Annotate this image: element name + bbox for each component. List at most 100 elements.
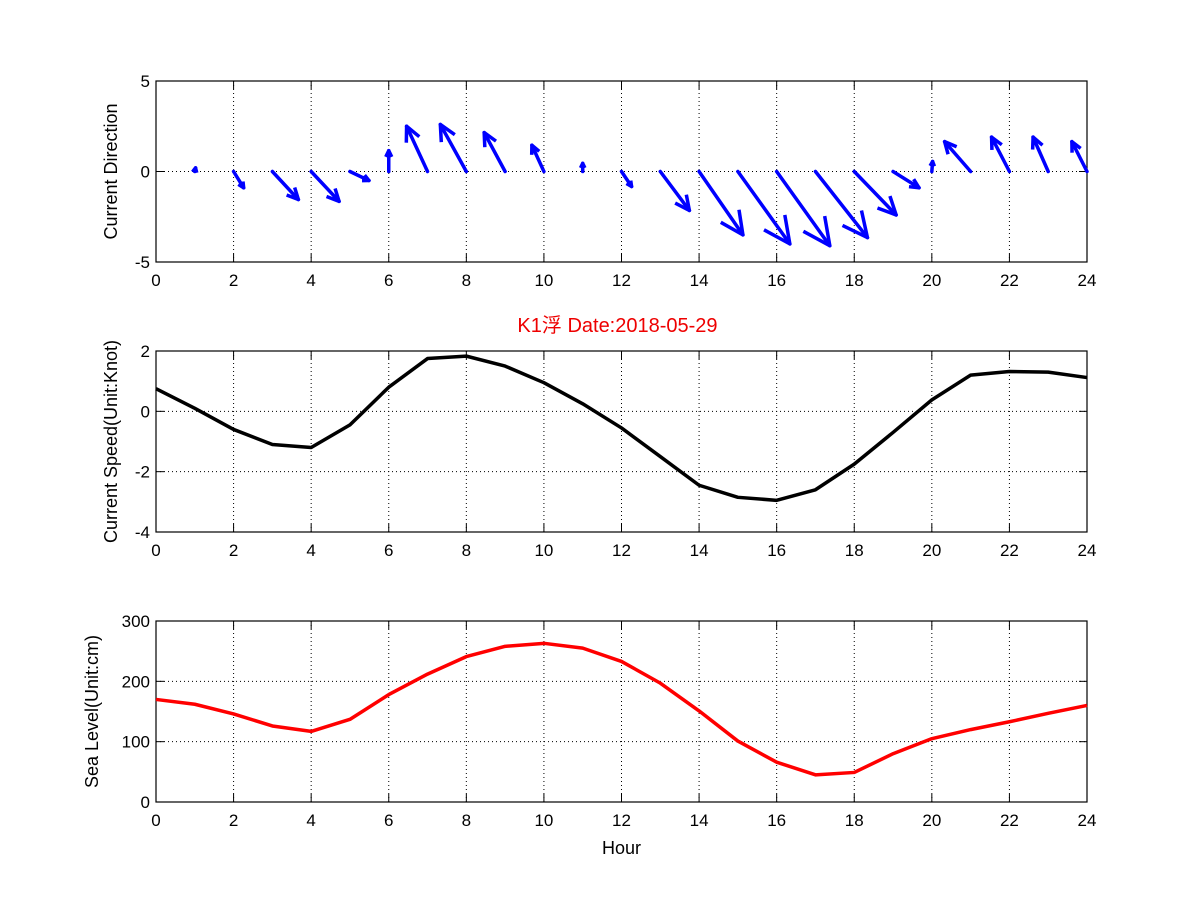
arrow-head: [989, 135, 1003, 150]
x-tick-label: 14: [690, 271, 709, 290]
current-arrow: [270, 169, 301, 202]
current-arrow: [989, 135, 1012, 174]
current-arrow: [891, 169, 921, 190]
arrow-head: [237, 181, 246, 190]
current-arrow: [404, 124, 430, 174]
arrow-head: [285, 186, 301, 202]
x-tick-label: 6: [384, 541, 393, 560]
x-tick-label: 12: [612, 541, 631, 560]
x-tick-label: 24: [1078, 271, 1097, 290]
current-arrow: [852, 169, 898, 217]
arrow-shaft: [1031, 135, 1050, 174]
current-arrow: [482, 130, 507, 174]
arrow-shaft: [1070, 139, 1089, 174]
current-arrow: [942, 139, 973, 174]
plot-area: [156, 621, 1087, 802]
x-tick-label: 0: [151, 811, 160, 830]
arrow-head: [719, 209, 745, 237]
current-arrow: [928, 159, 937, 174]
y-tick-label: 100: [122, 733, 150, 752]
arrow-head: [625, 180, 634, 189]
y-tick-label: -2: [135, 463, 150, 482]
arrow-shaft: [482, 130, 507, 174]
x-tick-label: 20: [922, 811, 941, 830]
arrow-head: [325, 187, 341, 204]
current-arrow: [736, 169, 792, 246]
current-arrow: [1070, 139, 1089, 174]
x-tick-label: 16: [767, 271, 786, 290]
arrow-head: [191, 166, 199, 174]
y-axis-label: Sea Level(Unit:cm): [82, 635, 102, 788]
arrow-head: [404, 124, 421, 143]
current-arrow: [1030, 135, 1050, 174]
y-tick-label: -5: [135, 253, 150, 272]
arrow-head: [876, 195, 898, 217]
x-tick-label: 8: [462, 811, 471, 830]
x-tick-label: 24: [1078, 541, 1097, 560]
y-tick-label: 0: [141, 402, 150, 421]
x-tick-label: 20: [922, 271, 941, 290]
arrow-head: [384, 148, 394, 158]
arrow-head: [438, 122, 456, 143]
current-arrow: [231, 169, 246, 190]
axes-frame: [155, 620, 1088, 803]
arrow-head: [578, 161, 587, 169]
current-arrow: [348, 169, 371, 183]
arrow-head: [482, 130, 498, 148]
y-tick-label: 300: [122, 612, 150, 631]
arrow-shaft: [270, 169, 301, 202]
arrow-head: [1070, 139, 1082, 153]
current-arrow: [658, 169, 692, 213]
x-tick-label: 20: [922, 541, 941, 560]
x-tick-label: 0: [151, 541, 160, 560]
current-arrow: [813, 169, 870, 240]
arrow-shaft: [530, 143, 546, 174]
y-tick-label: 0: [141, 793, 150, 812]
arrow-shaft: [404, 124, 430, 174]
current-arrow: [384, 148, 394, 174]
x-tick-label: 16: [767, 811, 786, 830]
x-tick-label: 2: [229, 541, 238, 560]
current-arrow: [578, 161, 587, 174]
arrow-head: [802, 215, 832, 248]
x-tick-label: 10: [534, 811, 553, 830]
x-tick-label: 14: [690, 541, 709, 560]
y-tick-label: 200: [122, 672, 150, 691]
current-arrow: [774, 169, 832, 248]
current-arrow: [529, 143, 546, 174]
x-tick-label: 2: [229, 271, 238, 290]
x-axis-label: Hour: [602, 838, 641, 858]
arrow-head: [908, 178, 921, 190]
x-tick-label: 4: [306, 541, 315, 560]
arrow-shaft: [658, 169, 692, 213]
arrow-head: [362, 174, 371, 183]
arrow-shaft: [852, 169, 898, 217]
x-tick-label: 12: [612, 811, 631, 830]
arrow-head: [529, 143, 541, 155]
arrow-shaft: [891, 169, 921, 190]
arrow-shaft: [942, 139, 973, 174]
x-tick-label: 14: [690, 811, 709, 830]
arrow-shaft: [438, 122, 469, 174]
x-tick-label: 0: [151, 271, 160, 290]
arrow-shaft: [697, 169, 745, 237]
plot-area: [156, 351, 1087, 532]
x-tick-label: 22: [1000, 541, 1019, 560]
arrow-head: [674, 194, 692, 213]
arrow-shaft: [813, 169, 870, 240]
current-arrow: [191, 166, 199, 174]
x-tick-label: 18: [845, 541, 864, 560]
arrow-shaft: [309, 169, 341, 204]
x-tick-label: 6: [384, 811, 393, 830]
x-tick-label: 18: [845, 811, 864, 830]
arrow-shaft: [736, 169, 792, 246]
current-arrow: [697, 169, 745, 237]
current-arrow: [438, 122, 469, 174]
x-tick-label: 10: [534, 271, 553, 290]
x-tick-label: 6: [384, 271, 393, 290]
y-tick-label: 5: [141, 72, 150, 91]
x-tick-label: 24: [1078, 811, 1097, 830]
